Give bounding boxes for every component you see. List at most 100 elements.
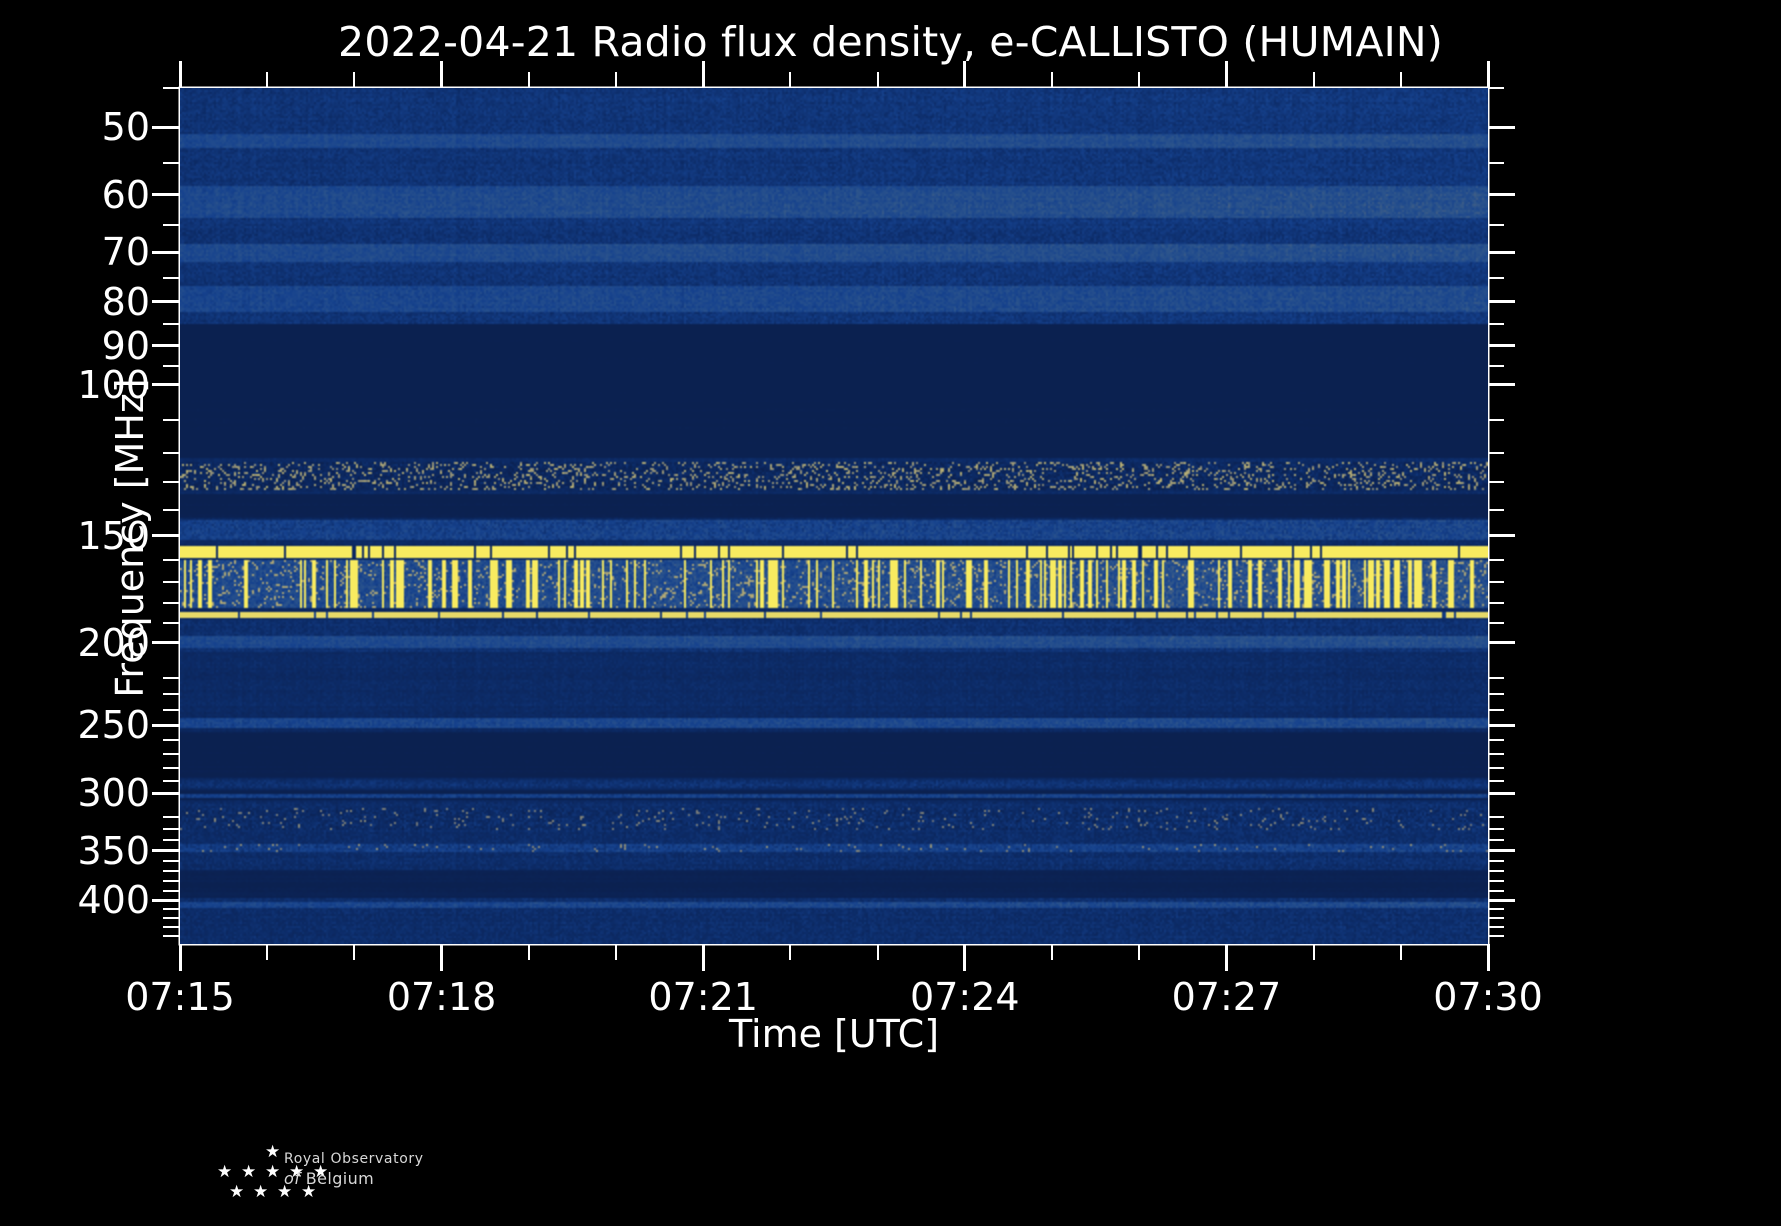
y-minor-tick-220 [1488, 676, 1504, 679]
y-tick-right-50 [1488, 125, 1515, 129]
x-minor-tick-4 [527, 72, 530, 88]
x-minor-tick-2 [353, 72, 356, 88]
y-tick-label-400: 400 [77, 878, 150, 923]
y-tick-right-100 [1488, 383, 1515, 387]
y-minor-tick-320 [1488, 816, 1504, 819]
y-minor-tick-260 [1488, 739, 1504, 742]
y-minor-tick-280 [163, 766, 179, 769]
x-minor-tick-10 [1051, 72, 1053, 88]
y-tick-400 [152, 898, 179, 902]
y-minor-tick-110 [1488, 419, 1504, 422]
x-minor-tick-1 [266, 944, 269, 960]
x-minor-tick-4 [527, 944, 530, 960]
y-minor-tick-270 [163, 753, 179, 756]
y-tick-right-350 [1488, 849, 1515, 853]
y-minor-tick-85 [1488, 323, 1504, 326]
y-minor-tick-85 [163, 323, 179, 326]
y-tick-label-300: 300 [77, 771, 150, 816]
y-tick-100 [152, 383, 179, 387]
y-tick-350 [152, 849, 179, 853]
x-tick-07:21 [701, 944, 705, 971]
y-tick-label-350: 350 [77, 828, 150, 873]
y-minor-tick-65 [163, 223, 179, 226]
star-icon: ★ [265, 1142, 281, 1162]
logo-line-2: of Belgium [284, 1169, 504, 1189]
y-tick-label-60: 60 [101, 172, 150, 217]
y-tick-label-100: 100 [77, 362, 150, 407]
y-minor-tick-290 [1488, 779, 1504, 782]
y-minor-tick-380 [1488, 880, 1504, 883]
x-tick-07:27 [1224, 61, 1228, 88]
x-tick-07:21 [701, 61, 705, 88]
y-tick-250 [152, 723, 179, 727]
x-minor-tick-14 [1399, 72, 1402, 88]
star-icon: ★ [289, 1162, 305, 1182]
y-tick-300 [152, 791, 179, 795]
x-minor-tick-1 [266, 72, 269, 88]
y-minor-tick-120 [163, 451, 179, 454]
x-minor-tick-5 [615, 72, 617, 88]
y-minor-tick-55 [163, 161, 179, 164]
y-tick-label-90: 90 [101, 323, 150, 368]
y-minor-tick-45 [163, 87, 179, 89]
y-tick-label-80: 80 [101, 279, 150, 324]
x-minor-tick-10 [1051, 944, 1053, 960]
y-tick-150 [152, 534, 179, 538]
y-minor-tick-95 [1488, 364, 1504, 367]
x-minor-tick-8 [876, 72, 879, 88]
y-minor-tick-420 [163, 917, 179, 920]
y-tick-50 [152, 125, 179, 129]
y-tick-80 [152, 300, 179, 304]
royal-observatory-logo: ★ ★ ★ ★ ★ ★ ★ ★ ★ ★ Royal Observatory of Belgium [176, 1142, 476, 1214]
x-tick-07:18 [440, 944, 444, 971]
x-tick-07:27 [1224, 944, 1228, 971]
x-tick-07:15 [178, 61, 182, 88]
y-minor-tick-320 [163, 816, 179, 819]
x-tick-label-07:21: 07:21 [648, 975, 758, 1019]
x-minor-tick-7 [789, 944, 792, 960]
star-icon: ★ [241, 1162, 257, 1182]
y-tick-200 [152, 641, 179, 645]
y-minor-tick-390 [1488, 889, 1504, 892]
y-minor-tick-220 [163, 676, 179, 679]
x-tick-07:24 [963, 944, 967, 971]
logo-belgium-word: Belgium [305, 1169, 375, 1188]
y-minor-tick-370 [163, 870, 179, 873]
y-minor-tick-430 [163, 926, 179, 929]
x-tick-label-07:27: 07:27 [1171, 975, 1282, 1019]
y-minor-tick-420 [1488, 917, 1504, 920]
y-minor-tick-75 [1488, 276, 1504, 279]
x-minor-tick-2 [353, 944, 356, 960]
y-minor-tick-280 [1488, 766, 1504, 769]
y-minor-tick-170 [1488, 581, 1504, 584]
y-tick-60 [152, 193, 179, 197]
spectrogram-canvas [180, 88, 1488, 944]
y-tick-label-150: 150 [77, 513, 150, 558]
y-minor-tick-430 [1488, 926, 1504, 929]
x-minor-tick-14 [1399, 944, 1402, 960]
y-minor-tick-260 [163, 739, 179, 742]
y-minor-tick-270 [1488, 753, 1504, 756]
x-minor-tick-5 [615, 944, 617, 960]
y-minor-tick-110 [163, 419, 179, 422]
y-minor-tick-240 [1488, 709, 1504, 712]
y-tick-label-250: 250 [77, 703, 150, 748]
y-tick-label-50: 50 [101, 105, 150, 150]
y-minor-tick-190 [1488, 622, 1504, 625]
y-minor-tick-230 [1488, 693, 1504, 696]
x-tick-07:24 [963, 61, 967, 88]
y-axis-title: Frequency [MHz] [108, 378, 152, 698]
y-minor-tick-340 [1488, 838, 1504, 841]
y-minor-tick-180 [1488, 602, 1504, 605]
x-tick-label-07:30: 07:30 [1433, 975, 1543, 1019]
y-minor-tick-360 [1488, 860, 1504, 863]
logo-of-word: of [284, 1169, 301, 1188]
y-minor-tick-440 [163, 934, 179, 937]
plot-area [180, 88, 1488, 944]
y-tick-label-70: 70 [101, 230, 150, 275]
y-minor-tick-360 [163, 860, 179, 863]
x-minor-tick-11 [1138, 72, 1141, 88]
y-minor-tick-170 [163, 581, 179, 584]
y-tick-right-300 [1488, 791, 1515, 795]
